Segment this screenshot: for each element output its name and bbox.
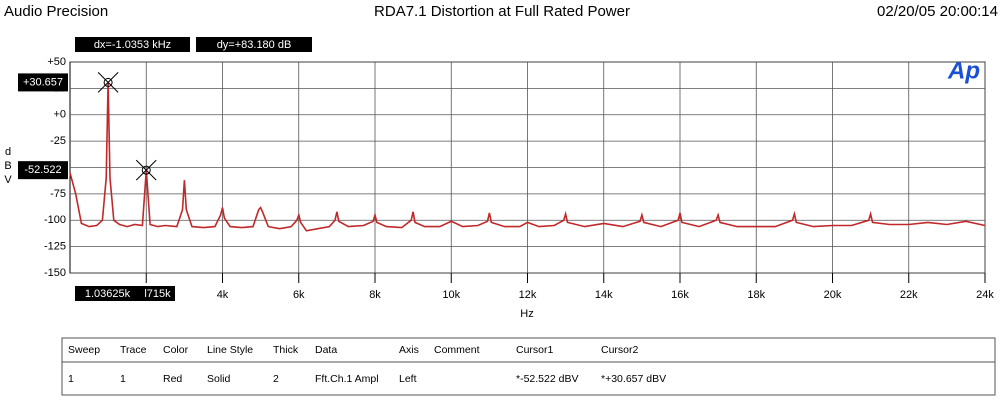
x-tick-label: 20k [824,289,842,301]
table-header: Cursor1 [516,344,554,356]
readout-box [196,37,312,52]
table-cell: *+30.657 dBV [601,373,666,385]
table-header: Cursor2 [601,344,639,356]
readout-box [75,286,140,301]
logo: Ap [947,57,980,84]
table-cell: Fft.Ch.1 Ampl [315,373,379,385]
table-cell: 1 [120,373,126,385]
x-tick-label: 18k [747,289,765,301]
table-header: Sweep [68,344,100,356]
x-tick-label: 14k [595,289,613,301]
table-cell: *-52.522 dBV [516,373,578,385]
readout-text: l715k [144,288,171,300]
y-tick-label: -75 [50,188,66,200]
table-cell: Red [163,373,182,385]
readout-text: 1.03625k [85,288,131,300]
table-cell: 2 [273,373,279,385]
chart-title: RDA7.1 Distortion at Full Rated Power [374,3,630,20]
cursor-marker [141,165,151,175]
y-tick-label: -25 [50,135,66,147]
cursor-cross [135,159,157,181]
table-header: Line Style [207,344,253,356]
table-header: Data [315,344,337,356]
table-header: Axis [399,344,419,356]
table-header: Trace [120,344,147,356]
readout-box [140,286,175,301]
x-tick-label: 22k [900,289,918,301]
table-header: Color [163,344,189,356]
y-axis-label-letter: B [4,160,11,172]
readout-text: dy=+83.180 dB [217,39,292,51]
y-tick-label: +0 [53,109,66,121]
cursor-value: +30.657 [23,76,63,88]
table-cell: Left [399,373,417,385]
cursor-box [18,73,68,92]
legend-table [61,337,996,396]
spectrum-line [69,82,986,232]
cursor-marker [103,77,113,87]
y-axis-label-letter: V [4,174,12,186]
y-tick-label: +50 [47,56,66,68]
x-tick-label: 16k [671,289,689,301]
table-header: Comment [434,344,480,356]
cursor-box [18,161,68,180]
y-tick-label: -150 [44,267,66,279]
x-tick-label: 10k [442,289,460,301]
table-cell: Solid [207,373,231,385]
app-name: Audio Precision [4,3,108,20]
x-tick-label: 24k [976,289,994,301]
y-axis-label-letter: d [5,146,11,158]
timestamp: 02/20/05 20:00:14 [877,3,998,20]
y-tick-label: -100 [44,214,66,226]
x-tick-label: 8k [369,289,381,301]
x-tick-label: 6k [293,289,305,301]
table-header: Thick [273,344,299,356]
x-tick-label: 4k [217,289,229,301]
y-tick-label: -125 [44,241,66,253]
x-axis-label: Hz [520,308,533,320]
table-cell: 1 [68,373,74,385]
readout-text: dx=-1.0353 kHz [94,39,171,51]
cursor-cross [97,72,119,93]
readout-box [75,37,190,52]
x-tick-label: 12k [519,289,537,301]
cursor-value: -52.522 [24,164,61,176]
